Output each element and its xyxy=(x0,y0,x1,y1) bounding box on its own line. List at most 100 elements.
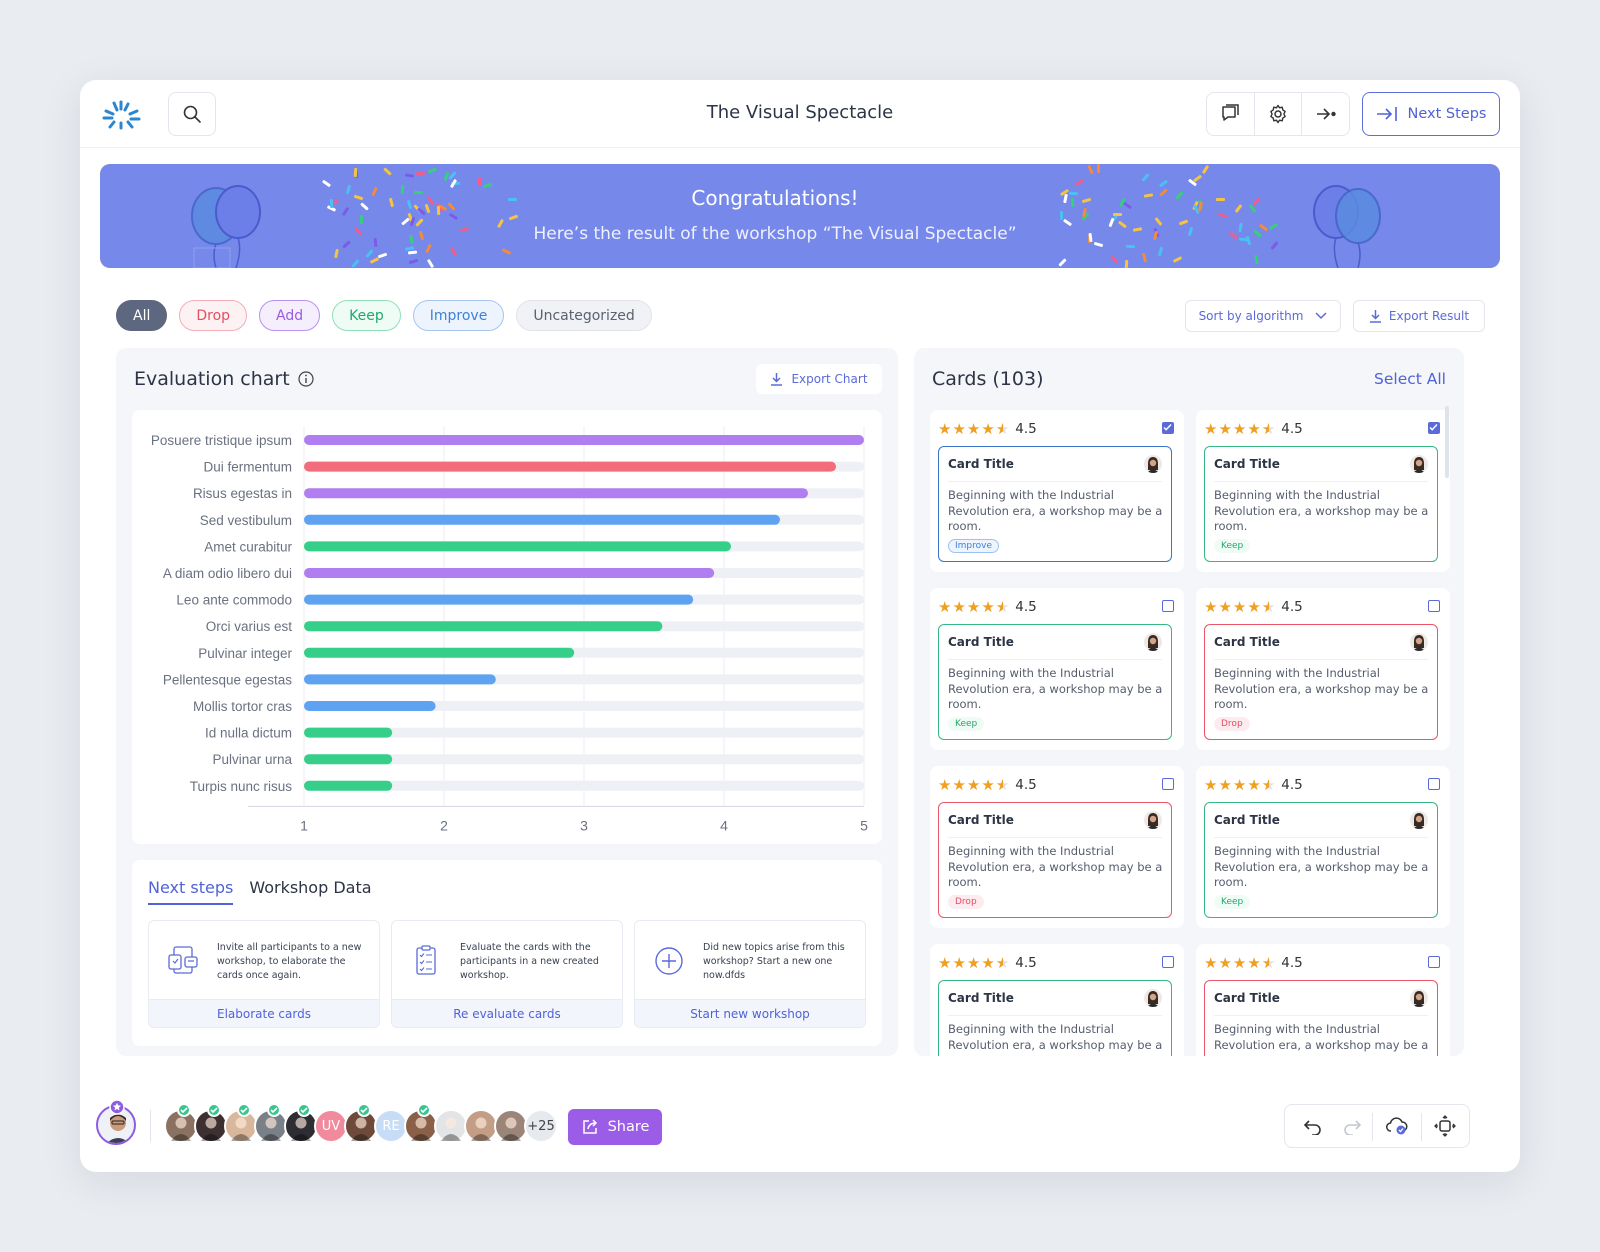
star-icon: ★ xyxy=(1232,598,1247,616)
check-badge-icon xyxy=(237,1103,251,1117)
card-checkbox[interactable] xyxy=(1162,778,1174,790)
filter-chips: All Drop Add Keep Improve Uncategorized xyxy=(116,300,652,332)
focus-button[interactable] xyxy=(1422,1105,1469,1147)
star-rating: ★★★★★★4.5 xyxy=(1204,954,1303,972)
re-evaluate-cards-button[interactable]: Re evaluate cards xyxy=(392,999,622,1027)
card-category-tag: Improve xyxy=(948,539,1000,553)
bar-label: Mollis tortor cras xyxy=(193,699,292,714)
filter-drop[interactable]: Drop xyxy=(179,300,248,331)
participant-avatar[interactable]: UV xyxy=(314,1109,348,1143)
elaborate-cards-button[interactable]: Elaborate cards xyxy=(149,999,379,1027)
confetti-piece xyxy=(1201,164,1210,174)
share-button[interactable]: Share xyxy=(568,1109,662,1145)
star-icon: ★ xyxy=(1247,598,1261,616)
card-checkbox[interactable] xyxy=(1428,956,1440,968)
rating-value: 4.5 xyxy=(1015,599,1037,615)
sort-label: Sort by algorithm xyxy=(1198,309,1304,323)
export-result-button[interactable]: Export Result xyxy=(1353,300,1485,332)
filter-all[interactable]: All xyxy=(116,300,168,331)
participant-avatar[interactable] xyxy=(284,1103,318,1143)
settings-button[interactable] xyxy=(1255,93,1303,135)
participant-portrait xyxy=(261,1117,281,1141)
participant-avatar[interactable] xyxy=(254,1103,288,1143)
star-icon: ★ xyxy=(966,776,981,794)
share-label: Share xyxy=(607,1119,650,1135)
undo-button[interactable] xyxy=(1293,1105,1333,1147)
confetti-piece xyxy=(408,250,418,255)
confetti-piece xyxy=(1087,164,1095,175)
cards-scrollbar[interactable] xyxy=(1445,406,1449,478)
divider xyxy=(1420,1113,1422,1141)
search-button[interactable] xyxy=(168,92,216,136)
export-chart-button[interactable]: Export Chart xyxy=(756,364,882,394)
card-checkbox[interactable] xyxy=(1162,956,1174,968)
next-steps-button[interactable]: Next Steps xyxy=(1362,92,1500,136)
card-body: Card Title Beginning with the Industrial … xyxy=(1204,802,1438,918)
participant-portrait xyxy=(471,1117,491,1141)
participant-avatar[interactable] xyxy=(494,1109,528,1143)
chat-button[interactable] xyxy=(1207,93,1255,135)
action-description: Evaluate the cards with the participants… xyxy=(460,942,599,981)
half-star-icon: ★★ xyxy=(1261,776,1276,794)
star-icon: ★ xyxy=(981,776,995,794)
tab-workshop-data[interactable]: Workshop Data xyxy=(249,878,372,897)
tab-next-steps[interactable]: Next steps xyxy=(148,878,234,905)
start-new-workshop-button[interactable]: Start new workshop xyxy=(635,999,865,1027)
card-checkbox[interactable] xyxy=(1162,600,1174,612)
filter-uncategorized[interactable]: Uncategorized xyxy=(516,300,652,331)
app-window: The Visual Spectacle Next Steps xyxy=(80,80,1520,1172)
filter-improve[interactable]: Improve xyxy=(412,300,505,331)
star-icon: ★ xyxy=(1204,776,1218,794)
star-icon: ★ xyxy=(981,598,995,616)
x-tick-label: 3 xyxy=(580,817,588,833)
divider xyxy=(1214,659,1428,660)
exit-button[interactable] xyxy=(1302,93,1349,135)
star-icon: ★ xyxy=(952,954,966,972)
redo-button[interactable] xyxy=(1333,1105,1373,1147)
filter-add[interactable]: Add xyxy=(259,300,321,331)
participant-avatar[interactable] xyxy=(224,1103,258,1143)
bar xyxy=(304,488,808,499)
sort-dropdown[interactable]: Sort by algorithm xyxy=(1185,300,1341,332)
confetti-piece xyxy=(1112,212,1122,216)
participant-avatar[interactable] xyxy=(404,1103,438,1143)
cloud-save-button[interactable] xyxy=(1373,1105,1420,1147)
footer-tools xyxy=(1284,1104,1470,1148)
participant-avatar[interactable] xyxy=(194,1103,228,1143)
card-title: Card Title xyxy=(948,813,1014,827)
more-participants-count[interactable]: +25 xyxy=(524,1109,558,1143)
card-category-tag: Keep xyxy=(1214,895,1251,909)
evaluation-panel: Evaluation chart Export Chart Posuere tr… xyxy=(116,348,898,1056)
participant-avatar[interactable] xyxy=(164,1103,198,1143)
confetti-piece xyxy=(1172,255,1183,263)
confetti-piece xyxy=(427,167,438,175)
invite-cards-icon xyxy=(168,946,198,974)
rating-value: 4.5 xyxy=(1281,955,1303,971)
checklist-icon xyxy=(416,945,436,975)
filter-keep[interactable]: Keep xyxy=(332,300,401,331)
info-icon[interactable] xyxy=(298,371,314,387)
author-avatar xyxy=(1410,989,1428,1007)
confetti-piece xyxy=(449,247,458,257)
card-checkbox[interactable] xyxy=(1162,422,1174,434)
star-rating: ★★★★★★4.5 xyxy=(938,598,1037,616)
card-checkbox[interactable] xyxy=(1428,778,1440,790)
card-checkbox[interactable] xyxy=(1428,600,1440,612)
participant-avatar[interactable]: RE xyxy=(374,1109,408,1143)
card-checkbox[interactable] xyxy=(1428,422,1440,434)
participant-avatar[interactable] xyxy=(434,1109,468,1143)
participant-avatar[interactable] xyxy=(344,1103,378,1143)
confetti-piece xyxy=(478,177,482,187)
participant-avatar[interactable] xyxy=(464,1109,498,1143)
select-all-link[interactable]: Select All xyxy=(1374,370,1446,388)
rating-value: 4.5 xyxy=(1015,955,1037,971)
